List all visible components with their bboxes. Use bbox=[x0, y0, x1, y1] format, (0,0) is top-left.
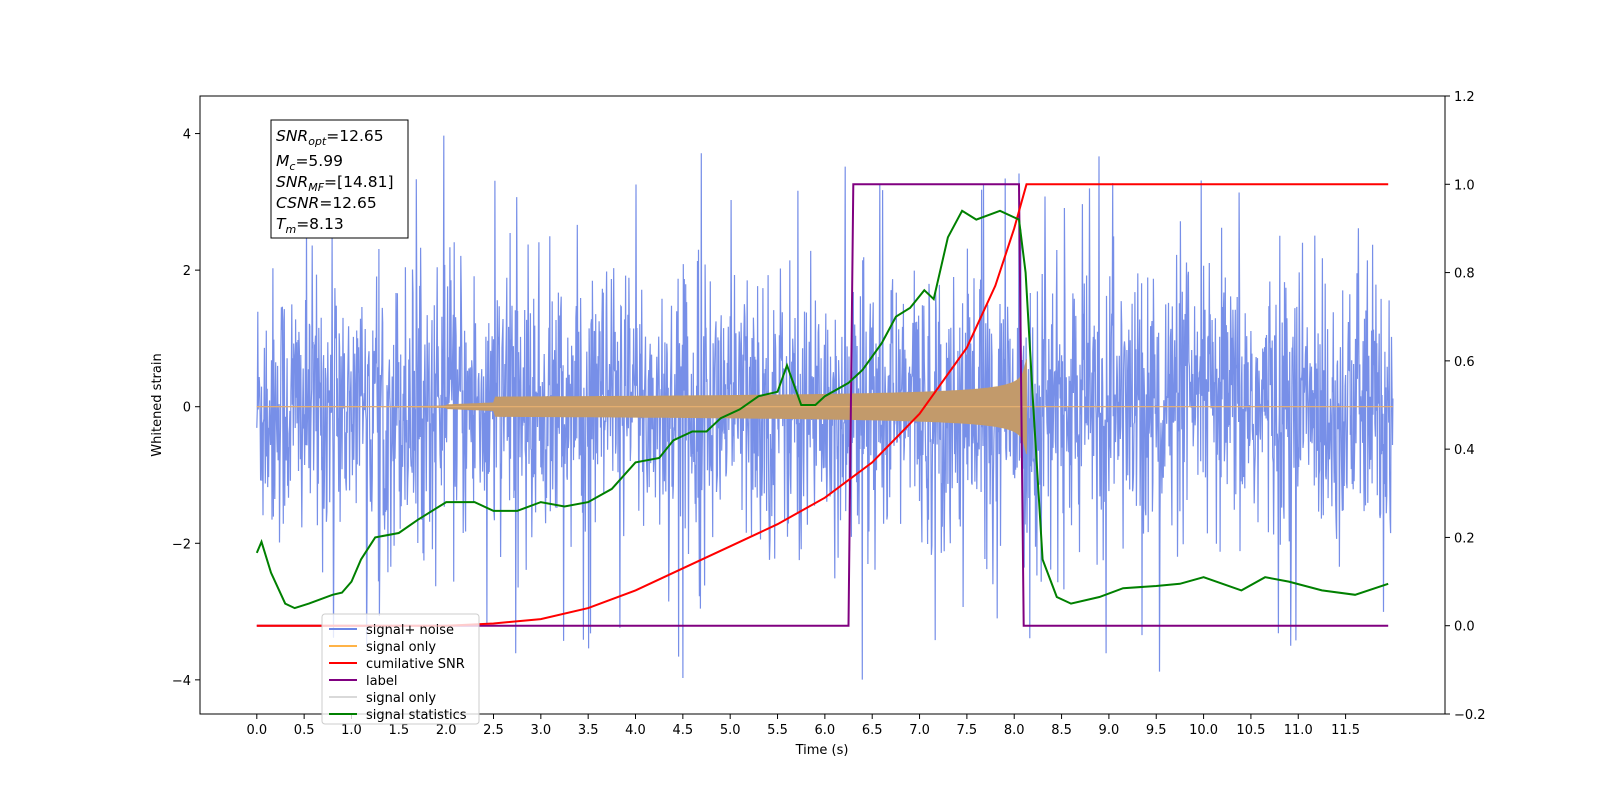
x-tick-label: 5.0 bbox=[720, 723, 741, 738]
legend: signal+ noise signal only cumilative SNR la… bbox=[321, 613, 480, 725]
x-tick-label: 7.0 bbox=[909, 723, 930, 738]
series-cumulative-snr bbox=[256, 183, 1389, 627]
stats-snr-opt: SNRopt=12.65 bbox=[276, 127, 384, 148]
legend-frame bbox=[321, 613, 480, 725]
x-tick-label: 3.0 bbox=[530, 723, 551, 738]
stats-tm: Tm=8.13 bbox=[276, 215, 344, 236]
y-right-tick-label: −0.2 bbox=[1454, 708, 1486, 723]
legend-entry: signal only bbox=[366, 691, 436, 706]
y-right-tick-label: 1.2 bbox=[1454, 90, 1475, 105]
x-tick-label: 5.5 bbox=[767, 723, 788, 738]
y-left-tick-label: −4 bbox=[172, 674, 191, 689]
legend-entry: label bbox=[366, 674, 397, 689]
y-left-tick-label: 0 bbox=[183, 401, 191, 416]
legend-entry: cumilative SNR bbox=[366, 657, 465, 672]
x-tick-label: 9.0 bbox=[1099, 723, 1120, 738]
x-tick-label: 8.0 bbox=[1004, 723, 1025, 738]
y-right-tick-label: 0.8 bbox=[1454, 267, 1475, 282]
x-axis: 0.0 0.5 1.0 1.5 2.0 2.5 3.0 3.5 4.0 4.5 5.0 5.5 6.0 6… bbox=[246, 714, 1360, 738]
stats-box-frame bbox=[270, 119, 409, 239]
series-label bbox=[256, 183, 1389, 627]
x-tick-label: 1.5 bbox=[388, 723, 409, 738]
legend-entry: signal+ noise bbox=[366, 623, 454, 638]
stats-csnr: CSNR=12.65 bbox=[276, 194, 377, 212]
x-tick-label: 2.0 bbox=[436, 723, 457, 738]
x-tick-label: 2.5 bbox=[483, 723, 504, 738]
y-left-tick-label: 2 bbox=[183, 264, 191, 279]
y-right-tick-label: 0.2 bbox=[1454, 531, 1475, 546]
y-right-tick-label: 0.4 bbox=[1454, 443, 1475, 458]
x-tick-label: 1.0 bbox=[341, 723, 362, 738]
x-tick-label: 0.0 bbox=[246, 723, 267, 738]
x-tick-label: 6.5 bbox=[862, 723, 883, 738]
y-right-tick-label: 1.0 bbox=[1454, 178, 1475, 193]
y-left-tick-label: 4 bbox=[183, 128, 191, 143]
stats-snr-mf: SNRMF=[14.81] bbox=[276, 173, 394, 194]
x-tick-label: 11.0 bbox=[1284, 723, 1313, 738]
x-tick-label: 6.0 bbox=[815, 723, 836, 738]
series-signal-noise bbox=[256, 135, 1394, 680]
y-left-tick-label: −2 bbox=[172, 537, 191, 552]
legend-entry: signal only bbox=[366, 640, 436, 655]
x-tick-label: 10.0 bbox=[1189, 723, 1218, 738]
y-right-tick-label: 0.0 bbox=[1454, 620, 1475, 635]
y-axis-right: 1.2 1.0 0.8 0.6 0.4 0.2 0.0 −0.2 bbox=[1445, 90, 1486, 723]
x-tick-label: 10.5 bbox=[1236, 723, 1265, 738]
series-signal-statistics bbox=[255, 209, 1389, 610]
x-tick-label: 3.5 bbox=[578, 723, 599, 738]
plot-area bbox=[255, 135, 1394, 680]
legend-entry: signal statistics bbox=[366, 708, 467, 723]
stats-mc: Mc=5.99 bbox=[276, 152, 343, 173]
x-tick-label: 0.5 bbox=[294, 723, 315, 738]
y-right-tick-label: 0.6 bbox=[1454, 355, 1475, 370]
x-tick-label: 8.5 bbox=[1051, 723, 1072, 738]
x-axis-label: Time (s) bbox=[795, 743, 849, 758]
y-axis-label: Whitened strain bbox=[150, 353, 165, 456]
x-tick-label: 4.5 bbox=[673, 723, 694, 738]
x-tick-label: 7.5 bbox=[957, 723, 978, 738]
plot-frame bbox=[199, 95, 1446, 715]
x-tick-label: 11.5 bbox=[1331, 723, 1360, 738]
y-axis-left: 4 2 0 −2 −4 bbox=[172, 128, 200, 689]
stats-box: SNRopt=12.65 Mc=5.99 SNRMF=[14.81] CSNR=… bbox=[270, 119, 409, 239]
x-tick-label: 9.5 bbox=[1146, 723, 1167, 738]
x-tick-label: 4.0 bbox=[625, 723, 646, 738]
